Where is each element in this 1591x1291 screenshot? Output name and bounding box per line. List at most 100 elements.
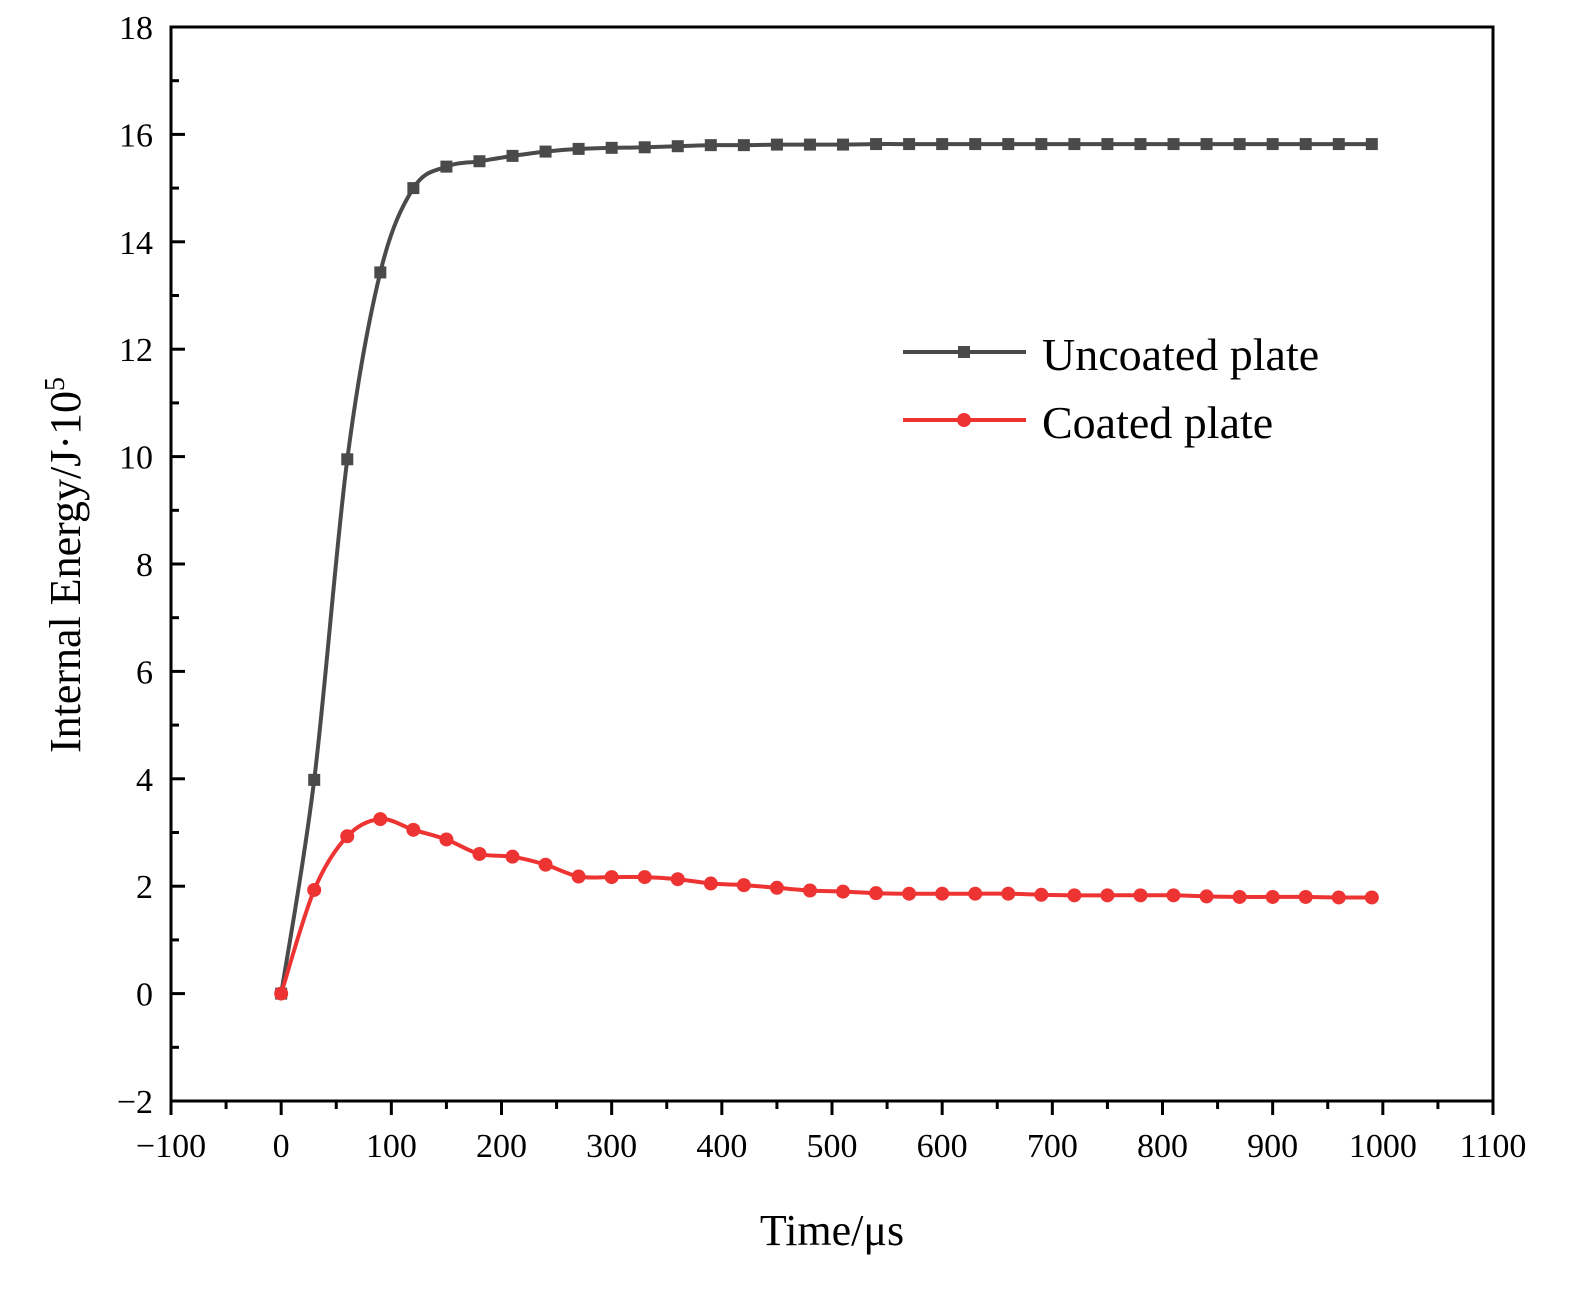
y-tick-label: 10 [119, 440, 153, 477]
data-point-coated-plate [274, 986, 289, 1001]
x-tick-label: 100 [366, 1128, 417, 1165]
legend-item-coated-plate: Coated plate [903, 397, 1273, 448]
data-point-uncoated-plate [936, 138, 949, 151]
y-axis-title-main: Internal Energy/J·10 [41, 391, 90, 753]
x-tick-label: 1100 [1460, 1128, 1527, 1165]
data-point-coated-plate [1331, 890, 1346, 905]
data-point-coated-plate [505, 849, 520, 864]
data-point-uncoated-plate [803, 138, 816, 151]
x-tick-label: 1000 [1349, 1128, 1417, 1165]
data-point-coated-plate [769, 880, 784, 895]
data-point-coated-plate [1034, 887, 1049, 902]
data-point-uncoated-plate [1101, 138, 1114, 151]
data-point-uncoated-plate [1068, 138, 1081, 151]
data-point-uncoated-plate [1002, 138, 1015, 151]
data-point-coated-plate [439, 832, 454, 847]
data-point-coated-plate [340, 829, 355, 844]
data-point-coated-plate [1298, 889, 1313, 904]
x-tick-label: 400 [696, 1128, 747, 1165]
data-point-coated-plate [373, 812, 388, 827]
data-point-coated-plate [670, 872, 685, 887]
data-point-coated-plate [571, 869, 586, 884]
y-axis-title-exponent: 5 [40, 377, 71, 391]
y-axis: −2 0 2 4 6 8 10 12 14 16 18 [117, 10, 185, 1121]
x-tick-label: 900 [1247, 1128, 1298, 1165]
y-tick-label: −2 [117, 1084, 153, 1121]
data-point-uncoated-plate [341, 453, 354, 466]
data-point-coated-plate [307, 882, 322, 897]
data-point-uncoated-plate [1299, 138, 1312, 151]
data-point-coated-plate [406, 822, 421, 837]
y-tick-label: 8 [136, 547, 153, 584]
data-point-uncoated-plate [1035, 138, 1048, 151]
y-tick-label: 4 [136, 762, 153, 799]
data-point-uncoated-plate [473, 155, 486, 168]
data-point-coated-plate [1232, 889, 1247, 904]
data-point-uncoated-plate [1233, 138, 1246, 151]
series-layer [274, 138, 1379, 1001]
data-point-uncoated-plate [407, 182, 420, 195]
legend-label-uncoated-plate: Uncoated plate [1042, 329, 1319, 380]
y-tick-label: 2 [136, 869, 153, 906]
data-point-coated-plate [637, 870, 652, 885]
x-axis: −100 0 100 200 300 400 500 600 700 800 900 1000 1100 [136, 1101, 1526, 1165]
data-point-coated-plate [604, 870, 619, 885]
data-point-uncoated-plate [374, 266, 387, 279]
data-point-coated-plate [1133, 888, 1148, 903]
data-point-coated-plate [968, 886, 983, 901]
x-tick-label: 800 [1137, 1128, 1188, 1165]
data-point-uncoated-plate [1266, 138, 1279, 151]
data-point-coated-plate [802, 883, 817, 898]
data-point-coated-plate [1364, 890, 1379, 905]
data-point-coated-plate [1199, 889, 1214, 904]
data-point-uncoated-plate [1332, 138, 1345, 151]
y-tick-label: 14 [119, 225, 153, 262]
data-point-coated-plate [1166, 888, 1181, 903]
data-point-coated-plate [472, 846, 487, 861]
x-tick-label: 500 [807, 1128, 858, 1165]
data-point-uncoated-plate [737, 139, 750, 152]
legend-marker-coated-plate [957, 413, 971, 427]
x-axis-title: Time/μs [760, 1206, 904, 1255]
data-point-coated-plate [1067, 888, 1082, 903]
data-point-uncoated-plate [308, 773, 321, 786]
data-point-uncoated-plate [1167, 138, 1180, 151]
data-point-coated-plate [703, 876, 718, 891]
data-point-uncoated-plate [870, 138, 883, 151]
data-point-uncoated-plate [704, 139, 717, 152]
legend-marker-uncoated-plate [958, 346, 970, 358]
data-point-uncoated-plate [506, 149, 519, 162]
legend: Uncoated plate Coated plate [903, 329, 1319, 448]
data-point-uncoated-plate [605, 141, 618, 154]
series-line-uncoated-plate [279, 142, 1372, 994]
legend-item-uncoated-plate: Uncoated plate [903, 329, 1319, 380]
data-point-uncoated-plate [969, 138, 982, 151]
data-point-uncoated-plate [539, 145, 552, 158]
x-tick-label: 600 [917, 1128, 968, 1165]
data-point-coated-plate [538, 857, 553, 872]
data-point-uncoated-plate [440, 160, 453, 173]
data-point-coated-plate [1001, 886, 1016, 901]
data-point-uncoated-plate [837, 138, 850, 151]
data-point-uncoated-plate [572, 142, 585, 155]
legend-label-coated-plate: Coated plate [1042, 397, 1273, 448]
data-point-uncoated-plate [903, 138, 916, 151]
x-tick-label: 0 [273, 1128, 290, 1165]
series-coated-plate [274, 812, 1379, 1001]
data-point-coated-plate [1265, 889, 1280, 904]
data-point-uncoated-plate [638, 141, 651, 154]
y-tick-label: 6 [136, 654, 153, 691]
y-tick-label: 0 [136, 977, 153, 1014]
x-tick-label: −100 [136, 1128, 206, 1165]
data-point-uncoated-plate [1365, 138, 1378, 151]
data-point-coated-plate [736, 878, 751, 893]
data-point-uncoated-plate [1200, 138, 1213, 151]
x-tick-label: 200 [476, 1128, 527, 1165]
x-tick-label: 300 [586, 1128, 637, 1165]
plot-area-frame [169, 25, 1495, 1103]
data-point-uncoated-plate [671, 140, 684, 153]
y-tick-label: 18 [119, 10, 153, 47]
data-point-coated-plate [902, 886, 917, 901]
y-tick-label: 16 [119, 117, 153, 154]
data-point-coated-plate [1100, 888, 1115, 903]
